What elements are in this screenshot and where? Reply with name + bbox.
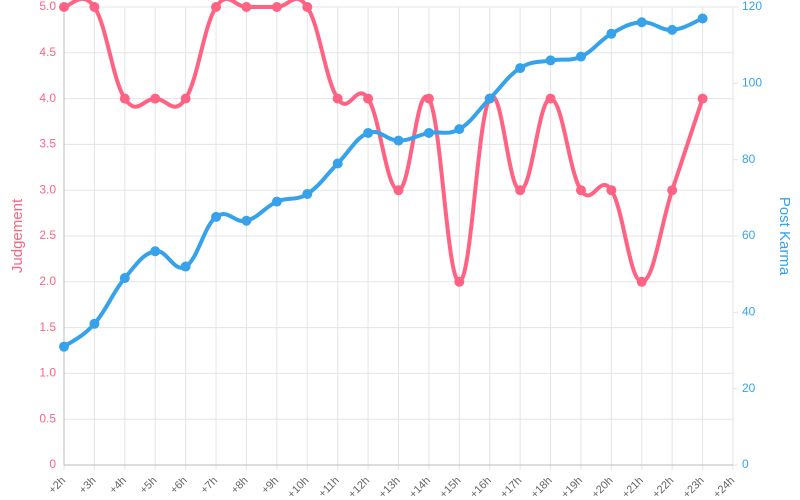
y-tick-label: 4.0 [39,91,56,105]
point [545,55,556,66]
y2-tick-label: 0 [742,457,749,471]
x-tick-label: +20h [590,475,616,500]
point [211,211,222,222]
x-tick-label: +8h [229,475,251,497]
x-tick-label: +17h [498,475,524,500]
point [363,127,374,138]
point [271,2,282,12]
x-tick-label: +19h [559,475,585,500]
x-tick-label: +15h [437,475,463,500]
point [89,2,100,12]
x-tick-label: +13h [377,475,403,500]
y2-tick-label: 60 [742,228,756,242]
point [423,127,434,138]
point [484,93,495,104]
x-tick-label: +10h [285,475,311,500]
point [241,2,252,12]
point [332,158,343,169]
y-tick-label: 3.5 [39,137,56,151]
y-tick-label: 2.0 [39,274,56,288]
point [393,135,404,146]
x-tick-label: +4h [107,475,129,497]
y2-axis-title: Post Karma [776,197,793,276]
x-tick-label: +14h [407,475,433,500]
series-line [63,0,705,284]
point [575,185,586,196]
point [697,13,708,24]
x-tick-label: +7h [199,475,221,497]
x-tick-label: +5h [138,475,160,497]
point [119,272,130,283]
y2-tick-label: 120 [742,0,762,13]
point [271,196,282,207]
point [150,93,161,104]
point [393,185,404,196]
x-tick-label: +6h [168,475,190,497]
x-tick-label: +23h [681,475,707,500]
y-tick-label: 3.0 [39,182,56,196]
point [150,246,161,257]
point [423,93,434,104]
x-tick-label: +22h [650,475,676,500]
y-tick-label: 5.0 [39,0,56,13]
y2-tick-label: 20 [742,381,756,395]
point [59,2,69,12]
y-axis-title: Judgement [9,198,26,273]
point [59,341,69,352]
x-tick-label: +9h [259,475,281,497]
point [302,189,313,200]
y-tick-label: 1.0 [39,366,56,380]
point [180,93,191,104]
point [545,93,556,104]
point [89,318,100,329]
point [211,2,222,12]
x-tick-label: +3h [77,475,99,497]
point [454,124,465,135]
point [667,185,678,196]
point [636,17,647,28]
point [363,93,374,104]
y-tick-label: 0 [49,457,56,471]
y-tick-label: 0.5 [39,411,56,425]
x-tick-label: +21h [620,475,646,500]
point [697,93,708,104]
x-tick-label: +24h [711,475,737,500]
point [606,28,617,39]
point [515,63,526,74]
x-tick-label: +2h [46,475,68,497]
point [241,215,252,226]
y-tick-label: 2.5 [39,228,56,242]
point [119,93,130,104]
x-tick-label: +18h [529,475,555,500]
point [454,276,465,287]
y2-tick-label: 80 [742,152,756,166]
y-tick-label: 1.5 [39,320,56,334]
y-tick-label: 4.5 [39,45,56,59]
y2-tick-label: 100 [742,76,762,90]
point [302,2,313,12]
point [636,276,647,287]
series-line [62,16,704,349]
point [667,24,678,35]
point [606,185,617,196]
point [180,261,191,272]
point [515,185,526,196]
x-tick-label: +12h [346,475,372,500]
point [575,51,586,62]
x-tick-label: +16h [468,475,494,500]
y2-tick-label: 40 [742,305,756,319]
point [332,93,343,104]
x-tick-label: +11h [316,475,341,500]
